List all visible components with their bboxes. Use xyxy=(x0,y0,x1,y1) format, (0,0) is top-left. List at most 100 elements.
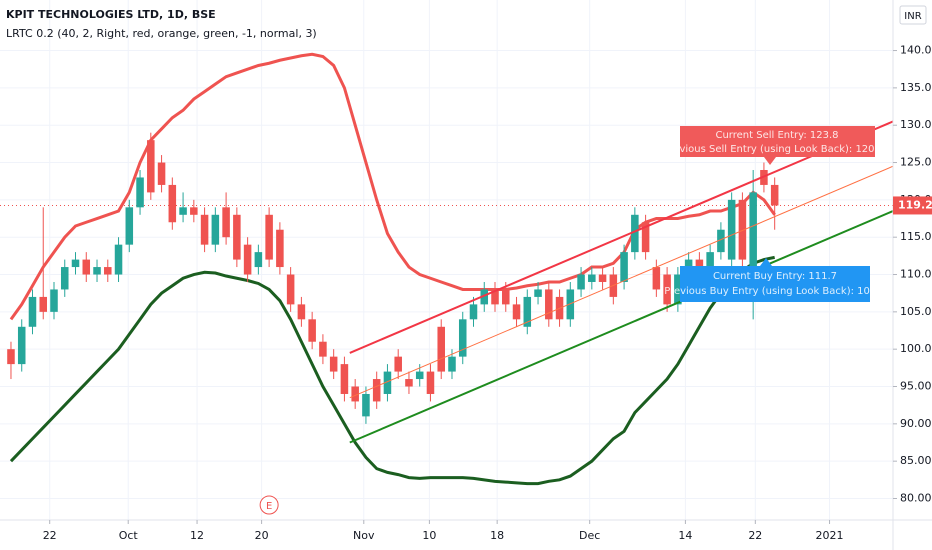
x-tick-label: 22 xyxy=(748,529,762,542)
y-tick-label: 100.00 xyxy=(900,342,932,355)
candle-body xyxy=(243,244,252,275)
candle-body xyxy=(663,274,671,305)
candle-body xyxy=(265,214,273,260)
currency-label[interactable]: INR xyxy=(904,11,921,22)
y-tick-label: 85.00 xyxy=(900,454,932,467)
candle-body xyxy=(233,214,241,260)
candle-body xyxy=(598,274,607,282)
candle-body xyxy=(738,199,747,260)
candle-body xyxy=(749,192,757,268)
candle-body xyxy=(50,289,58,312)
candle-body xyxy=(394,356,402,372)
last-price-box xyxy=(893,196,932,215)
candle-body xyxy=(491,289,499,305)
y-tick-label: 135.00 xyxy=(900,81,932,94)
chart-title: KPIT TECHNOLOGIES LTD, 1D, BSE xyxy=(6,8,216,21)
candle-body xyxy=(426,371,435,394)
x-tick-label: Nov xyxy=(353,529,375,542)
band-line xyxy=(9,52,776,321)
x-tick-label: 14 xyxy=(678,529,692,542)
candle-body xyxy=(125,207,134,245)
candle-body xyxy=(588,274,596,282)
candle-body xyxy=(770,184,779,206)
candle-body xyxy=(93,267,101,275)
candle-body xyxy=(39,296,48,312)
y-tick-label: 110.00 xyxy=(900,268,932,281)
candle-body xyxy=(319,341,327,357)
channel-line xyxy=(349,165,893,399)
y-tick-label: 115.00 xyxy=(900,230,932,243)
buy-label-box xyxy=(680,258,870,302)
candle-body xyxy=(157,162,166,185)
candle-body xyxy=(458,319,467,357)
y-tick-label: 105.00 xyxy=(900,305,932,318)
candle-body xyxy=(523,296,532,327)
y-tick-label: 125.00 xyxy=(900,156,932,169)
sell-label-text: Previous Sell Entry (using Look Back): 1… xyxy=(664,144,891,155)
candle-body xyxy=(512,304,521,320)
candle-body xyxy=(104,267,112,275)
candle-body xyxy=(17,326,26,365)
y-tick-label: 95.00 xyxy=(900,380,932,393)
candle-body xyxy=(286,274,295,305)
candle-body xyxy=(71,259,80,268)
candle-body xyxy=(82,259,91,275)
candle-body xyxy=(308,319,316,342)
candle-body xyxy=(190,207,198,215)
candle-body xyxy=(28,296,37,327)
candle-body xyxy=(362,393,370,417)
sell-label-box xyxy=(680,126,875,165)
candle-body xyxy=(631,214,639,253)
candle-body xyxy=(706,252,714,275)
candle-body xyxy=(329,356,338,372)
candle-body xyxy=(405,379,413,387)
candle-body xyxy=(641,222,650,253)
x-tick-label: 2021 xyxy=(816,529,844,542)
candle-body xyxy=(620,252,628,282)
candle-body xyxy=(383,371,392,394)
candle-body xyxy=(168,184,177,223)
candle-body xyxy=(469,304,478,320)
plot-area xyxy=(0,0,893,520)
event-label: E xyxy=(266,501,272,512)
currency-box[interactable] xyxy=(899,5,927,25)
candle-body xyxy=(179,207,187,215)
event-marker xyxy=(259,495,279,515)
sell-label-text: Current Sell Entry: 123.8 xyxy=(715,130,838,141)
candle-body xyxy=(222,207,230,238)
buy-label-text: Current Buy Entry: 111.7 xyxy=(713,271,837,282)
candle-body xyxy=(577,274,585,290)
candle-body xyxy=(566,289,575,320)
candle-body xyxy=(652,267,661,290)
candle-body xyxy=(372,379,381,402)
candle-body xyxy=(211,214,220,245)
y-tick-label: 130.00 xyxy=(900,118,932,131)
candle-body xyxy=(200,214,209,245)
channel-line xyxy=(349,120,893,354)
candle-body xyxy=(717,229,725,253)
y-tick-label: 140.00 xyxy=(900,44,932,57)
channel-line xyxy=(349,210,893,444)
candle-body xyxy=(340,364,349,394)
candle-body xyxy=(297,304,306,320)
candle-body xyxy=(136,177,144,208)
y-tick-label: 90.00 xyxy=(900,417,932,430)
candle-body xyxy=(502,289,510,305)
candle-body xyxy=(114,244,123,275)
candle-body xyxy=(254,252,263,268)
candle-body xyxy=(415,371,424,380)
x-tick-label: Oct xyxy=(119,529,139,542)
candle-body xyxy=(7,349,15,365)
candle-body xyxy=(276,229,284,268)
candle-body xyxy=(674,274,682,305)
candle-body xyxy=(60,267,69,290)
buy-label-text: Previous Buy Entry (using Look Back): 10… xyxy=(664,286,886,297)
band-line xyxy=(9,255,775,486)
candle-body xyxy=(534,289,542,297)
candle-body xyxy=(448,356,456,372)
x-tick-label: 10 xyxy=(422,529,436,542)
x-tick-label: 20 xyxy=(255,529,269,542)
x-tick-label: 22 xyxy=(43,529,57,542)
candle-body xyxy=(727,199,736,260)
